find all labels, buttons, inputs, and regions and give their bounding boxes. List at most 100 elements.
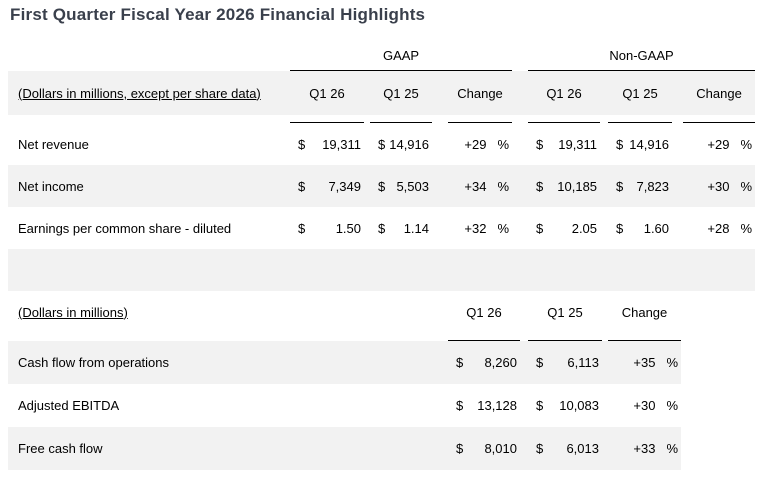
- percent-sign: %: [666, 398, 678, 413]
- value-cell: $6,013: [528, 427, 602, 470]
- gap-cell: [512, 123, 528, 165]
- gap-cell: [512, 71, 529, 115]
- table-row-eps-diluted: Earnings per common share - diluted $1.5…: [8, 207, 755, 249]
- gap-cell: [512, 115, 529, 123]
- change-value: +30: [707, 178, 730, 194]
- dollar-sign: $: [536, 136, 544, 152]
- column-rule: [608, 115, 673, 123]
- gaap-nongaap-table: GAAP Non-GAAP (Dollars in millions, exce…: [8, 29, 756, 249]
- gap-cell: [672, 115, 684, 123]
- amount: 8,260: [484, 355, 517, 370]
- amount: 19,311: [558, 136, 598, 152]
- change-value: +33: [633, 441, 656, 456]
- column-header-row: (Dollars in millions, except per share d…: [8, 71, 756, 115]
- group-header-row: GAAP Non-GAAP: [8, 29, 756, 71]
- gap-cell: [364, 71, 370, 115]
- percent-sign: %: [740, 220, 753, 236]
- change-cell: +34%: [448, 165, 513, 207]
- value-cell: $8,260: [448, 341, 520, 384]
- page-title: First Quarter Fiscal Year 2026 Financial…: [10, 5, 426, 24]
- gap-cell: [512, 165, 529, 207]
- dollar-sign: $: [378, 178, 386, 194]
- dollar-sign: $: [616, 220, 624, 236]
- column-rule: [528, 115, 601, 123]
- amount: 19,311: [322, 136, 361, 152]
- table-note: (Dollars in millions, except per share d…: [18, 85, 261, 101]
- change-value: +29: [707, 136, 730, 152]
- value-cell: $10,083: [528, 384, 602, 427]
- dollar-sign: $: [536, 441, 544, 456]
- row-label: Cash flow from operations: [8, 341, 448, 384]
- column-rule: [608, 333, 681, 341]
- section-divider-band: [8, 249, 755, 291]
- value-cell: $14,916: [370, 123, 432, 165]
- amount: 10,083: [559, 398, 599, 413]
- dollar-sign: $: [298, 220, 306, 236]
- dollar-sign: $: [298, 178, 306, 194]
- value-cell: $8,010: [448, 427, 520, 470]
- table-row-free-cash-flow: Free cash flow $8,010 $6,013 +33%: [8, 427, 681, 470]
- change-cell: +28%: [683, 207, 755, 249]
- row-label: Free cash flow: [8, 427, 448, 470]
- gap-cell: [8, 29, 290, 71]
- dollar-sign: $: [378, 136, 386, 152]
- gap-cell: [432, 207, 448, 249]
- gap-cell: [432, 123, 448, 165]
- amount: 14,916: [629, 136, 670, 152]
- table-note: (Dollars in millions): [18, 304, 128, 320]
- col-header-gaap-change: Change: [448, 71, 513, 115]
- gap-cell: [364, 115, 370, 123]
- value-cell: $10,185: [528, 165, 601, 207]
- amount: 8,010: [484, 441, 517, 456]
- dollar-sign: $: [536, 220, 544, 236]
- change-value: +30: [633, 398, 656, 413]
- change-value: +35: [633, 355, 656, 370]
- table-note-cell: (Dollars in millions, except per share d…: [8, 71, 290, 115]
- percent-sign: %: [666, 441, 678, 456]
- column-header-row: (Dollars in millions) Q1 26 Q1 25 Change: [8, 291, 681, 333]
- change-value: +28: [707, 220, 730, 236]
- change-value: +34: [464, 178, 487, 194]
- amount: 7,349: [328, 178, 361, 194]
- column-rule: [683, 115, 756, 123]
- value-cell: $7,823: [608, 165, 673, 207]
- dollar-sign: $: [378, 220, 386, 236]
- table-row-net-income: Net income $7,349 $5,503 +34% $10,185 $7…: [8, 165, 756, 207]
- percent-sign: %: [666, 355, 678, 370]
- change-value: +29: [464, 136, 487, 152]
- percent-sign: %: [740, 178, 753, 194]
- amount: 1.60: [643, 220, 670, 236]
- percent-sign: %: [497, 136, 510, 152]
- value-cell: $1.50: [290, 207, 364, 249]
- dollar-sign: $: [298, 136, 306, 152]
- gap-cell: [8, 333, 448, 341]
- value-cell: $2.05: [528, 207, 600, 249]
- col-header-gaap-q125: Q1 25: [370, 71, 432, 115]
- gap-cell: [600, 207, 608, 249]
- amount: 1.50: [335, 220, 361, 236]
- value-cell: $7,349: [290, 165, 364, 207]
- percent-sign: %: [497, 178, 510, 194]
- change-value: +32: [464, 220, 487, 236]
- header-rule-row: [8, 333, 681, 341]
- gap-cell: [432, 71, 448, 115]
- row-label: Adjusted EBITDA: [18, 398, 120, 413]
- gap-cell: [512, 29, 528, 71]
- gap-cell: [600, 115, 609, 123]
- column-rule: [290, 115, 364, 123]
- cash-flow-table: (Dollars in millions) Q1 26 Q1 25 Change…: [8, 291, 681, 470]
- gap-cell: [520, 384, 528, 427]
- dollar-sign: $: [536, 178, 544, 194]
- amount: 2.05: [571, 220, 598, 236]
- change-cell: +32%: [448, 207, 512, 249]
- gap-cell: [520, 427, 528, 470]
- table-note-cell: (Dollars in millions): [8, 291, 448, 333]
- gap-cell: [672, 165, 684, 207]
- gaap-group-header: GAAP: [290, 29, 513, 71]
- amount: 1.14: [403, 220, 429, 236]
- header-rule-row: [8, 115, 756, 123]
- gap-cell: [672, 123, 683, 165]
- gap-cell: [520, 333, 528, 341]
- column-rule: [370, 115, 432, 123]
- dollar-sign: $: [616, 136, 624, 152]
